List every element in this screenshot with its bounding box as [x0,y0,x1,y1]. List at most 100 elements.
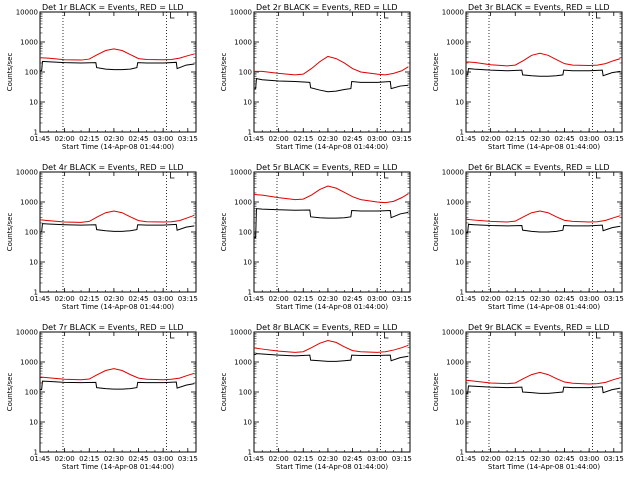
x-axis-label: Start Time (14-Apr-08 01:44:00) [276,463,388,471]
x-tick-label: 03:00 [579,295,599,303]
series-line-lld [254,185,409,204]
y-tick-label: 10 [243,99,252,107]
x-tick-label: 02:45 [128,135,148,143]
x-tick-label: 02:00 [55,135,75,143]
x-tick-label: 03:15 [178,295,198,303]
x-tick-label: 03:15 [392,135,412,143]
chart-title: Det 3r BLACK = Events, RED = LLD [468,3,610,12]
y-tick-label: 10 [455,259,464,267]
chart-title: Det 7r BLACK = Events, RED = LLD [42,323,184,332]
y-tick-label: 100 [239,69,252,77]
x-tick-label: 03:00 [153,295,173,303]
plot-frame [39,171,197,293]
x-tick-label: 02:15 [505,135,525,143]
y-tick-label: 1 [34,289,38,297]
x-tick-label: 02:15 [79,455,99,463]
plot-frame [465,331,623,453]
x-tick-label: 02:15 [293,135,313,143]
x-axis-label: Start Time (14-Apr-08 01:44:00) [488,143,600,151]
x-tick-label: 02:30 [318,135,338,143]
series-line-events [40,60,195,72]
x-tick-label: 02:30 [530,135,550,143]
y-tick-label: 1 [34,449,38,457]
y-tick-label: 100 [25,69,38,77]
x-tick-label: 02:00 [481,135,501,143]
chart-panel-3: Det 3r BLACK = Events, RED = LLD 01:45 02:… [432,3,624,151]
y-tick-label: 1000 [234,39,252,47]
y-tick-label: 1000 [20,359,38,367]
x-tick-label: 01:45 [30,455,50,463]
x-tick-label: 02:00 [55,295,75,303]
series-group [466,210,621,234]
y-tick-label: 10000 [16,329,38,337]
interval-bracket [596,12,601,19]
x-tick-label: 02:15 [293,455,313,463]
x-tick-label: 02:00 [55,455,75,463]
y-tick-label: 10 [243,419,252,427]
y-axis-label: Counts/sec [6,53,14,92]
x-tick-label: 03:15 [392,455,412,463]
plot-frame [465,11,623,133]
x-axis-label: Start Time (14-Apr-08 01:44:00) [276,143,388,151]
x-tick-label: 02:30 [530,295,550,303]
series-line-lld [466,210,621,223]
series-group [254,340,409,362]
y-tick-label: 10 [455,419,464,427]
x-axis-label: Start Time (14-Apr-08 01:44:00) [488,463,600,471]
y-tick-label: 10000 [16,169,38,177]
y-tick-label: 10000 [230,9,252,17]
x-tick-label: 02:30 [104,295,124,303]
series-group [466,371,621,394]
y-tick-label: 10000 [230,169,252,177]
x-tick-label: 02:15 [79,135,99,143]
series-group [40,368,195,391]
interval-bracket [170,172,175,179]
chart-panel-8: Det 8r BLACK = Events, RED = LLD 01:45 02:… [220,323,412,471]
x-tick-label: 02:45 [554,135,574,143]
y-tick-label: 100 [451,389,464,397]
series-group [254,185,409,239]
y-axis-label: Counts/sec [220,53,228,92]
x-tick-label: 02:30 [318,455,338,463]
y-tick-label: 10000 [442,329,464,337]
x-tick-label: 02:45 [342,295,362,303]
interval-bracket [170,332,175,339]
x-tick-label: 01:45 [456,455,476,463]
x-axis-label: Start Time (14-Apr-08 01:44:00) [62,303,174,311]
y-tick-label: 1000 [446,39,464,47]
series-group [254,55,409,93]
chart-title: Det 2r BLACK = Events, RED = LLD [256,3,398,12]
x-tick-label: 02:00 [269,455,289,463]
x-tick-label: 01:45 [456,295,476,303]
series-line-lld [40,368,195,381]
x-tick-label: 02:15 [79,295,99,303]
y-tick-label: 1000 [20,199,38,207]
series-group [466,52,621,77]
y-tick-label: 1 [460,449,464,457]
x-tick-label: 03:00 [367,455,387,463]
x-tick-label: 03:00 [579,135,599,143]
y-tick-label: 10 [29,259,38,267]
x-tick-label: 03:00 [367,135,387,143]
x-axis-label: Start Time (14-Apr-08 01:44:00) [488,303,600,311]
plot-frame [253,331,411,453]
series-line-lld [254,340,409,353]
series-line-events [466,68,621,77]
interval-bracket [384,332,389,339]
y-tick-label: 1000 [446,359,464,367]
x-tick-label: 02:00 [481,455,501,463]
x-tick-label: 01:45 [30,135,50,143]
y-tick-label: 100 [239,229,252,237]
plot-frame [253,11,411,133]
y-axis-label: Counts/sec [6,373,14,412]
chart-panel-6: Det 6r BLACK = Events, RED = LLD 01:45 02:… [432,163,624,311]
series-line-events [40,380,195,391]
x-tick-label: 02:45 [554,295,574,303]
x-tick-label: 01:45 [30,295,50,303]
series-line-events [40,223,195,233]
series-line-events [254,208,409,239]
x-tick-label: 02:00 [481,295,501,303]
y-tick-label: 10000 [442,169,464,177]
chart-title: Det 9r BLACK = Events, RED = LLD [468,323,610,332]
